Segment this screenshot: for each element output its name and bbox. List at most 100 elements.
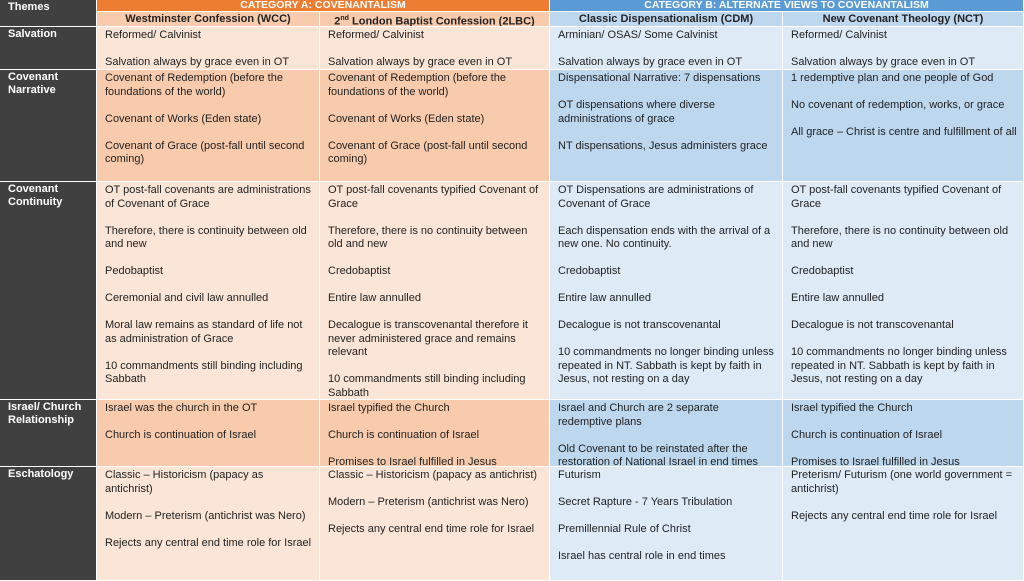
cell-text: Decalogue is not transcovenantal: [558, 319, 721, 331]
cell-text: Covenant of Works (Eden state): [328, 112, 485, 125]
cell-text: OT post-fall covenants are administratio…: [105, 184, 311, 210]
table-cell: Israel was the church in the OT Church is…: [97, 400, 320, 467]
cell-text: Reformed/ Calvinist: [791, 29, 887, 41]
table-cell: Israel typified the Church Church is cont…: [320, 400, 550, 467]
cell-text: Credobaptist: [558, 265, 621, 277]
table-cell: OT post-fall covenants typified Covenant…: [320, 182, 550, 400]
cell-text: Covenant of Redemption (before the found…: [105, 72, 283, 98]
cell-text: Salvation always by grace even in OT: [328, 56, 513, 68]
cell-text: All grace – Christ is centre and fulfill…: [791, 126, 1017, 138]
cell-text: Salvation always by grace even in OT: [558, 56, 743, 68]
cell-text: Secret Rapture - 7 Years Tribulation: [558, 496, 733, 508]
cell-text: OT dispensations where diverse administr…: [558, 99, 715, 125]
theme-label: Salvation: [0, 27, 97, 70]
cell-text: Each dispensation ends with the arrival …: [558, 224, 771, 251]
table-cell: OT post-fall covenants are administratio…: [97, 182, 320, 400]
cell-text: Israel was the church in the OT: [105, 402, 258, 414]
theme-label: Covenant Narrative: [0, 70, 97, 182]
cell-text: Church is continuation of Israel: [328, 429, 480, 441]
theme-label: Eschatology: [0, 467, 97, 581]
column-header: New Covenant Theology (NCT): [783, 12, 1024, 27]
cell-text: Modern – Preterism (antichrist was Nero): [105, 509, 306, 522]
cell-text: Church is continuation of Israel: [105, 429, 257, 441]
cell-text: Preterism/ Futurism (one world governmen…: [791, 469, 1012, 495]
cell-text: Entire law annulled: [328, 292, 421, 304]
cell-text: Israel typified the Church: [791, 402, 913, 414]
cell-text: Israel has central role in end times: [558, 550, 726, 562]
theme-label: Covenant Continuity: [0, 182, 97, 400]
table-cell: Dispensational Narrative: 7 dispensation…: [550, 70, 783, 182]
cell-text: 10 commandments still binding including …: [328, 373, 526, 399]
table-cell: Israel typified the Church Church is cont…: [783, 400, 1024, 467]
cell-text: 10 commandments still binding including …: [105, 359, 303, 386]
cell-text: Futurism: [558, 469, 601, 481]
cell-text: Israel and Church are 2 separate redempt…: [558, 402, 719, 428]
cell-text: Rejects any central end time role for Is…: [328, 523, 535, 535]
cell-text: Church is continuation of Israel: [791, 429, 943, 441]
cell-text: 10 commandments no longer binding unless…: [791, 346, 1007, 385]
column-header-number: 2: [334, 15, 341, 27]
cell-text: Covenant of Redemption (before the found…: [328, 72, 506, 98]
table-cell: 1 redemptive plan and one people of God N…: [783, 70, 1024, 182]
cell-text: Rejects any central end time role for Is…: [105, 536, 312, 549]
cell-text: Ceremonial and civil law annulled: [105, 292, 269, 304]
cell-text: OT post-fall covenants typified Covenant…: [791, 184, 1002, 210]
cell-text: Classic – Historicism (papacy as antichr…: [105, 469, 264, 495]
cell-text: Salvation always by grace even in OT: [105, 56, 290, 68]
cell-text: Promises to Israel fulfilled in Jesus: [791, 456, 960, 467]
table-cell: OT post-fall covenants typified Covenant…: [783, 182, 1024, 400]
cell-text: Salvation always by grace even in OT: [791, 56, 976, 68]
column-header: 2nd London Baptist Confession (2LBC): [320, 12, 550, 27]
theme-label: Israel/ Church Relationship: [0, 400, 97, 467]
table-cell: Covenant of Redemption (before the found…: [320, 70, 550, 182]
table-cell: OT Dispensations are administrations of …: [550, 182, 783, 400]
cell-text: Credobaptist: [328, 265, 391, 277]
cell-text: 1 redemptive plan and one people of God: [791, 72, 994, 84]
table-cell: Covenant of Redemption (before the found…: [97, 70, 320, 182]
table-cell: Futurism Secret Rapture - 7 Years Tribula…: [550, 467, 783, 581]
cell-text: Therefore, there is no continuity betwee…: [791, 224, 1009, 251]
cell-text: Decalogue is not transcovenantal: [791, 319, 954, 331]
cell-text: No covenant of redemption, works, or gra…: [791, 99, 1005, 111]
cell-text: OT Dispensations are administrations of …: [558, 184, 754, 210]
table-cell: Classic – Historicism (papacy as antichr…: [97, 467, 320, 581]
cell-text: Modern – Preterism (antichrist was Nero): [328, 496, 529, 508]
category-header: CATEGORY A: COVENANTALISM: [97, 0, 550, 12]
cell-text: Classic – Historicism (papacy as antichr…: [328, 469, 538, 481]
cell-text: Arminian/ OSAS/ Some Calvinist: [558, 29, 718, 41]
column-header: Classic Dispensationalism (CDM): [550, 12, 783, 27]
cell-text: Entire law annulled: [791, 292, 884, 304]
table-cell: Reformed/ Calvinist Salvation always by g…: [783, 27, 1024, 70]
themes-header: Themes: [0, 0, 97, 27]
cell-text: Therefore, there is no continuity betwee…: [328, 224, 528, 251]
cell-text: Covenant of Grace (post-fall until secon…: [328, 139, 528, 166]
cell-text: Old Covenant to be reinstated after the …: [558, 442, 758, 467]
column-header-text: London Baptist Confession (2LBC): [348, 15, 535, 27]
table-cell: Israel and Church are 2 separate redempt…: [550, 400, 783, 467]
table-cell: Classic – Historicism (papacy as antichr…: [320, 467, 550, 581]
cell-text: Decalogue is transcovenantal therefore i…: [328, 319, 528, 358]
cell-text: Pedobaptist: [105, 265, 164, 277]
category-header: CATEGORY B: ALTERNATE VIEWS TO COVENANTA…: [550, 0, 1024, 12]
column-header-text: Classic Dispensationalism (CDM): [578, 13, 754, 25]
table-cell: Reformed/ Calvinist Salvation always by g…: [97, 27, 320, 70]
cell-text: NT dispensations, Jesus administers grac…: [558, 139, 768, 152]
cell-text: Credobaptist: [791, 265, 854, 277]
cell-text: Reformed/ Calvinist: [105, 29, 201, 41]
cell-text: Moral law remains as standard of life no…: [105, 319, 303, 345]
cell-text: Therefore, there is continuity between o…: [105, 224, 307, 251]
table-cell: Arminian/ OSAS/ Some Calvinist Salvation …: [550, 27, 783, 70]
column-header-superscript: nd: [340, 15, 349, 22]
table-cell: Preterism/ Futurism (one world governmen…: [783, 467, 1024, 581]
cell-text: 10 commandments no longer binding unless…: [558, 346, 774, 385]
cell-text: Covenant of Grace (post-fall until secon…: [105, 139, 305, 166]
cell-text: Entire law annulled: [558, 292, 651, 304]
column-header-text: New Covenant Theology (NCT): [822, 13, 984, 25]
column-header-text: Westminster Confession (WCC): [125, 13, 291, 25]
cell-text: Covenant of Works (Eden state): [105, 112, 262, 125]
cell-text: OT post-fall covenants typified Covenant…: [328, 184, 539, 210]
cell-text: Dispensational Narrative: 7 dispensation…: [558, 72, 761, 84]
table-cell: Reformed/ Calvinist Salvation always by g…: [320, 27, 550, 70]
cell-text: Premillennial Rule of Christ: [558, 523, 691, 535]
